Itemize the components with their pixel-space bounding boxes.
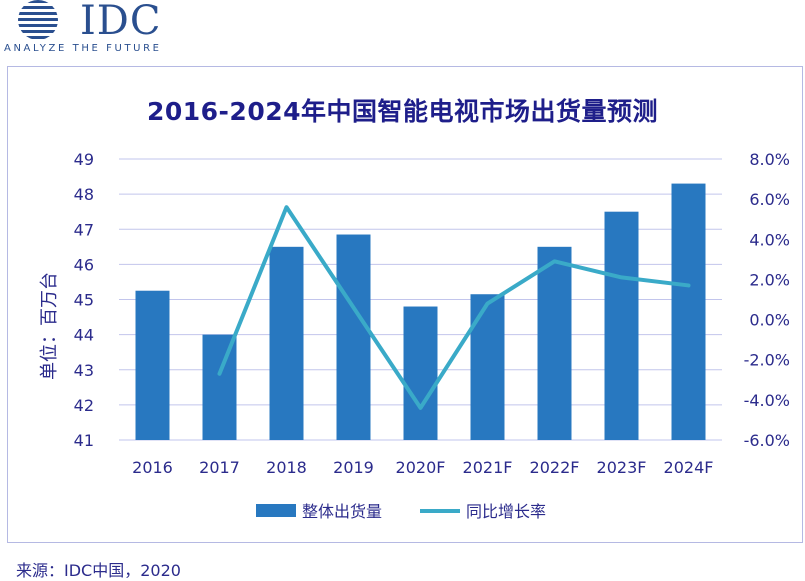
chart-title: 2016-2024年中国智能电视市场出货量预测 bbox=[146, 97, 659, 126]
bar bbox=[537, 246, 572, 440]
bar bbox=[604, 211, 639, 440]
logo-tagline: ANALYZE THE FUTURE bbox=[4, 43, 162, 54]
y2-tick-label: 6.0% bbox=[749, 190, 790, 209]
legend: 整体出货量 同比增长率 bbox=[256, 502, 546, 521]
right-axis-ticks: 8.0% 6.0% 4.0% 2.0% 0.0% -2.0% -4.0% -6.0% bbox=[744, 150, 790, 450]
line-series bbox=[217, 205, 691, 410]
bar bbox=[403, 306, 438, 440]
y-tick-label: 47 bbox=[74, 220, 94, 239]
y-tick-label: 49 bbox=[74, 150, 94, 169]
y-axis-label: 单位：百万台 bbox=[39, 272, 60, 380]
y-tick-label: 43 bbox=[74, 361, 94, 380]
x-tick-label: 2023F bbox=[597, 458, 647, 477]
x-tick-label: 2017 bbox=[199, 458, 240, 477]
chart-frame bbox=[7, 66, 803, 543]
y2-tick-label: 4.0% bbox=[749, 230, 790, 249]
globe-logo-icon bbox=[18, 0, 58, 39]
x-tick-label: 2024F bbox=[664, 458, 714, 477]
y2-tick-label: -6.0% bbox=[744, 431, 790, 450]
x-tick-label: 2022F bbox=[530, 458, 580, 477]
y2-tick-label: -4.0% bbox=[744, 391, 790, 410]
bar-series bbox=[135, 183, 706, 440]
y-tick-label: 44 bbox=[74, 326, 94, 345]
x-tick-label: 2018 bbox=[266, 458, 307, 477]
y-tick-label: 41 bbox=[74, 431, 94, 450]
y-tick-label: 45 bbox=[74, 291, 94, 310]
x-tick-label: 2021F bbox=[463, 458, 513, 477]
bar bbox=[671, 183, 706, 440]
x-tick-label: 2019 bbox=[333, 458, 374, 477]
y2-tick-label: 0.0% bbox=[749, 311, 790, 330]
growth-rate-line bbox=[217, 205, 691, 410]
x-tick-label: 2020F bbox=[396, 458, 446, 477]
bar bbox=[470, 294, 505, 440]
y-tick-label: 48 bbox=[74, 185, 94, 204]
y2-tick-label: 2.0% bbox=[749, 270, 790, 289]
legend-swatch-bar bbox=[256, 504, 296, 517]
bar bbox=[202, 334, 237, 440]
x-tick-label: 2016 bbox=[132, 458, 173, 477]
y-tick-label: 46 bbox=[74, 255, 94, 274]
y2-tick-label: 8.0% bbox=[749, 150, 790, 169]
y2-tick-label: -2.0% bbox=[744, 351, 790, 370]
x-axis-ticks: 2016 2017 2018 2019 2020F 2021F 2022F 2023F 2024… bbox=[132, 458, 713, 477]
legend-label-line: 同比增长率 bbox=[466, 502, 546, 521]
y-tick-label: 42 bbox=[74, 396, 94, 415]
left-axis-ticks: 49 48 47 46 45 44 43 42 41 bbox=[74, 150, 94, 450]
idc-logo: IDC ANALYZE THE FUTURE bbox=[0, 0, 200, 60]
bar bbox=[135, 290, 170, 440]
bar bbox=[336, 234, 371, 440]
bar bbox=[269, 246, 304, 440]
source-note: 来源：IDC中国，2020 bbox=[16, 561, 181, 580]
logo-wordmark: IDC bbox=[80, 0, 162, 44]
legend-label-bar: 整体出货量 bbox=[302, 502, 382, 521]
